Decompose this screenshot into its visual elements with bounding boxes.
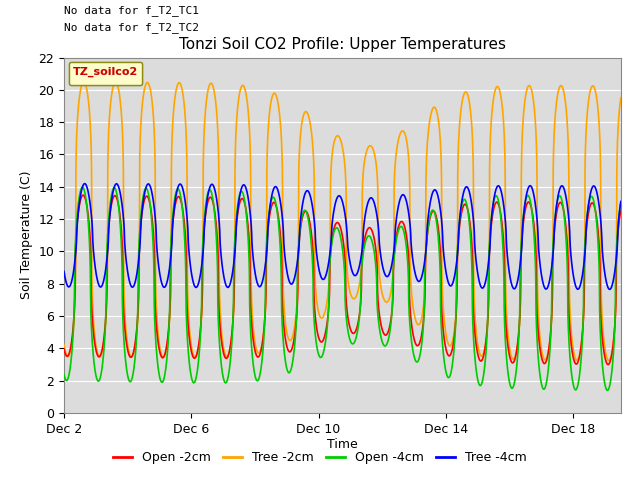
Text: No data for f_T2_TC1: No data for f_T2_TC1 xyxy=(64,5,199,16)
Title: Tonzi Soil CO2 Profile: Upper Temperatures: Tonzi Soil CO2 Profile: Upper Temperatur… xyxy=(179,37,506,52)
Legend: Open -2cm, Tree -2cm, Open -4cm, Tree -4cm: Open -2cm, Tree -2cm, Open -4cm, Tree -4… xyxy=(108,446,532,469)
Y-axis label: Soil Temperature (C): Soil Temperature (C) xyxy=(20,171,33,300)
Text: No data for f_T2_TC2: No data for f_T2_TC2 xyxy=(64,22,199,33)
X-axis label: Time: Time xyxy=(327,438,358,451)
Legend:  xyxy=(69,62,142,85)
